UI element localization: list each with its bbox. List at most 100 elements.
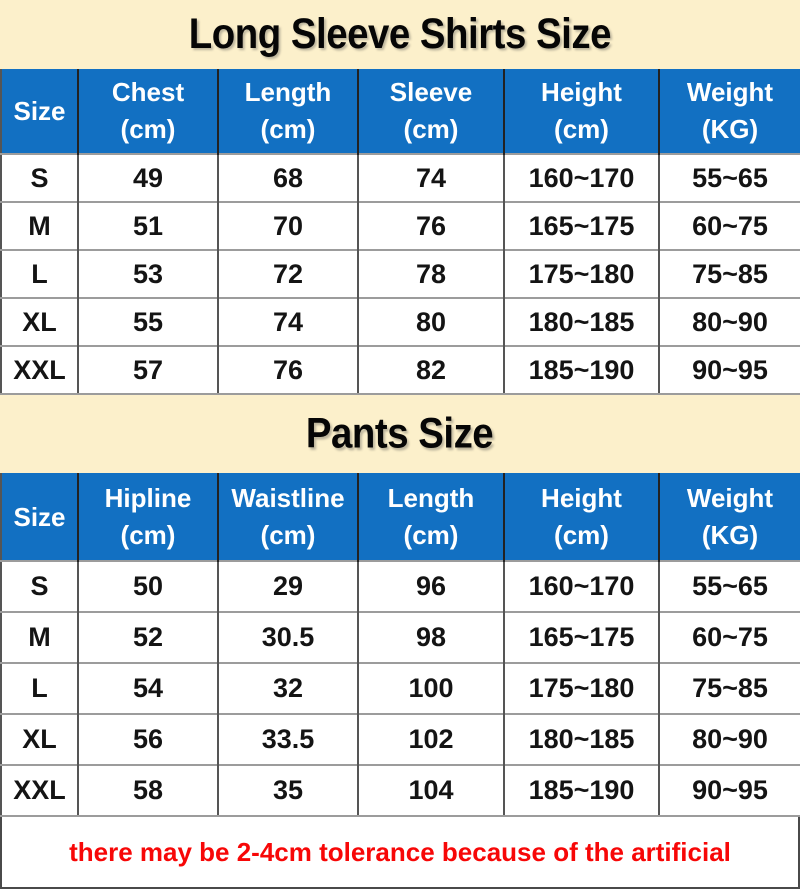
table-row: M 52 30.5 98 165~175 60~75 xyxy=(1,611,800,663)
table-row: XXL 57 76 82 185~190 90~95 xyxy=(1,345,800,395)
size-cell: XL xyxy=(1,297,78,346)
table-row: L 54 32 100 175~180 75~85 xyxy=(1,662,800,714)
header-label: Length xyxy=(387,482,475,513)
value-cell: 29 xyxy=(217,560,358,612)
value-cell: 35 xyxy=(217,764,358,817)
header-unit: (KG) xyxy=(701,519,759,550)
value-cell: 78 xyxy=(357,249,504,298)
pants-col-header-waistline: Waistline (cm) xyxy=(217,473,358,561)
header-unit: (cm) xyxy=(554,519,609,550)
header-label: Size xyxy=(13,501,66,532)
tolerance-footer: there may be 2-4cm tolerance because of … xyxy=(0,817,800,889)
pants-col-header-height: Height (cm) xyxy=(503,473,659,561)
size-cell: S xyxy=(1,153,78,202)
size-cell: XL xyxy=(1,713,78,765)
pants-header-row: Size Hipline (cm) Waistline (cm) Length (cm… xyxy=(1,473,800,561)
value-cell: 96 xyxy=(357,560,504,612)
value-cell: 104 xyxy=(357,764,504,817)
table-row: M 51 70 76 165~175 60~75 xyxy=(1,201,800,250)
header-label: Waistline xyxy=(231,482,345,513)
value-cell: 54 xyxy=(77,662,218,714)
value-cell: 58 xyxy=(77,764,218,817)
value-cell: 80 xyxy=(357,297,504,346)
header-unit: (cm) xyxy=(403,519,459,550)
header-unit: (cm) xyxy=(554,114,609,144)
size-cell: L xyxy=(1,249,78,298)
shirts-col-header-chest: Chest (cm) xyxy=(77,69,218,154)
value-cell: 185~190 xyxy=(503,345,659,395)
value-cell: 102 xyxy=(357,713,504,765)
pants-col-header-length: Length (cm) xyxy=(357,473,504,561)
size-cell: XXL xyxy=(1,764,78,817)
size-cell: M xyxy=(1,611,78,663)
pants-size-table: Size Hipline (cm) Waistline (cm) Length (cm… xyxy=(0,473,800,817)
header-label: Height xyxy=(541,77,622,107)
value-cell: 33.5 xyxy=(217,713,358,765)
value-cell: 74 xyxy=(217,297,358,346)
value-cell: 30.5 xyxy=(217,611,358,663)
pants-col-header-size: Size xyxy=(1,473,78,561)
value-cell: 55 xyxy=(77,297,218,346)
value-cell: 180~185 xyxy=(503,713,659,765)
table-row: XL 55 74 80 180~185 80~90 xyxy=(1,297,800,346)
header-label: Length xyxy=(244,77,332,107)
header-label: Height xyxy=(541,482,622,513)
shirts-col-header-height: Height (cm) xyxy=(503,69,659,154)
value-cell: 76 xyxy=(217,345,358,395)
value-cell: 80~90 xyxy=(658,713,800,765)
pants-title: Pants Size xyxy=(306,410,494,457)
header-label: Sleeve xyxy=(389,77,473,107)
value-cell: 55~65 xyxy=(658,560,800,612)
value-cell: 90~95 xyxy=(658,345,800,395)
value-cell: 55~65 xyxy=(658,153,800,202)
shirts-header-row: Size Chest (cm) Length (cm) Sleeve (cm) Hei… xyxy=(1,69,800,154)
table-row: XL 56 33.5 102 180~185 80~90 xyxy=(1,713,800,765)
value-cell: 53 xyxy=(77,249,218,298)
shirts-size-table: Size Chest (cm) Length (cm) Sleeve (cm) Hei… xyxy=(0,69,800,395)
value-cell: 160~170 xyxy=(503,560,659,612)
header-label: Weight xyxy=(686,482,774,513)
value-cell: 60~75 xyxy=(658,611,800,663)
shirts-col-header-size: Size xyxy=(1,69,78,154)
value-cell: 50 xyxy=(77,560,218,612)
value-cell: 74 xyxy=(357,153,504,202)
header-label: Hipline xyxy=(104,482,192,513)
header-label: Chest xyxy=(111,77,185,107)
value-cell: 175~180 xyxy=(503,249,659,298)
value-cell: 32 xyxy=(217,662,358,714)
value-cell: 72 xyxy=(217,249,358,298)
size-cell: XXL xyxy=(1,345,78,395)
value-cell: 98 xyxy=(357,611,504,663)
value-cell: 160~170 xyxy=(503,153,659,202)
value-cell: 52 xyxy=(77,611,218,663)
table-row: XXL 58 35 104 185~190 90~95 xyxy=(1,764,800,817)
header-unit: (KG) xyxy=(701,114,759,144)
header-label: Weight xyxy=(686,77,774,107)
header-unit: (cm) xyxy=(403,114,459,144)
value-cell: 70 xyxy=(217,201,358,250)
pants-col-header-weight: Weight (KG) xyxy=(658,473,800,561)
value-cell: 165~175 xyxy=(503,201,659,250)
shirts-title: Long Sleeve Shirts Size xyxy=(188,10,612,58)
value-cell: 76 xyxy=(357,201,504,250)
header-unit: (cm) xyxy=(120,519,176,550)
header-unit: (cm) xyxy=(120,114,176,144)
value-cell: 49 xyxy=(77,153,218,202)
value-cell: 57 xyxy=(77,345,218,395)
pants-title-banner: Pants Size xyxy=(0,395,800,473)
table-row: S 50 29 96 160~170 55~65 xyxy=(1,560,800,612)
value-cell: 175~180 xyxy=(503,662,659,714)
value-cell: 180~185 xyxy=(503,297,659,346)
size-cell: M xyxy=(1,201,78,250)
value-cell: 75~85 xyxy=(658,249,800,298)
value-cell: 90~95 xyxy=(658,764,800,817)
value-cell: 80~90 xyxy=(658,297,800,346)
value-cell: 68 xyxy=(217,153,358,202)
value-cell: 100 xyxy=(357,662,504,714)
size-cell: S xyxy=(1,560,78,612)
shirts-col-header-weight: Weight (KG) xyxy=(658,69,800,154)
value-cell: 75~85 xyxy=(658,662,800,714)
shirts-col-header-length: Length (cm) xyxy=(217,69,358,154)
value-cell: 82 xyxy=(357,345,504,395)
